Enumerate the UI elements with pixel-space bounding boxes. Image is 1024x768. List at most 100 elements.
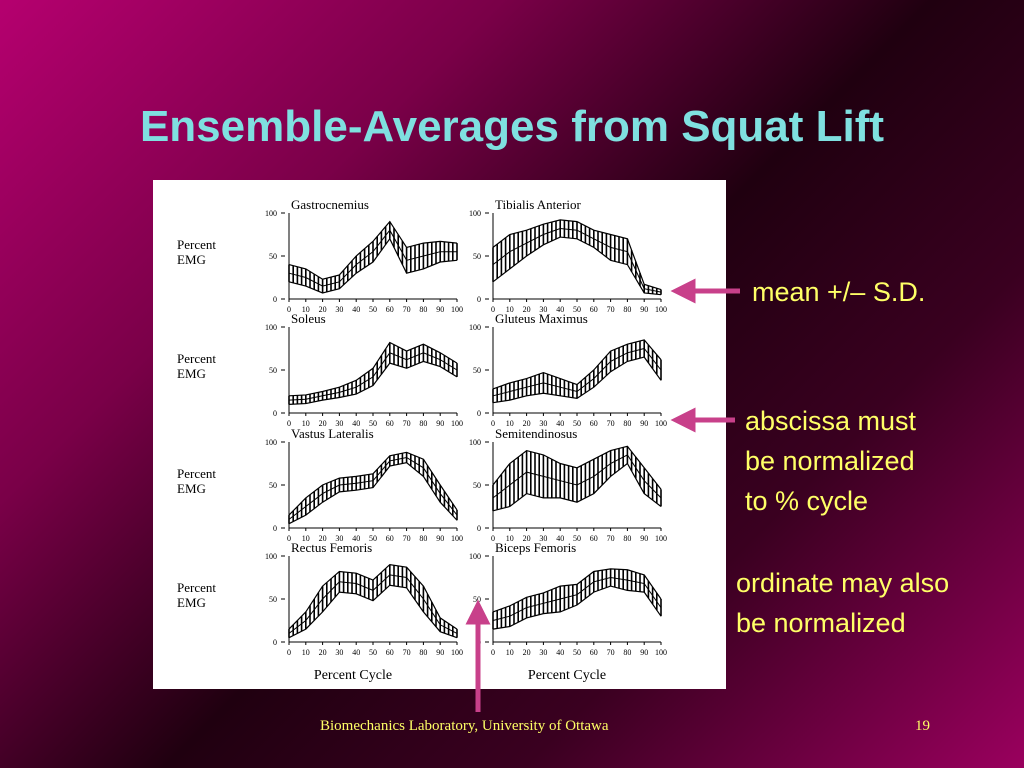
x-tick-label: 50	[369, 419, 377, 428]
panel-title: Vastus Lateralis	[291, 426, 374, 441]
x-tick-label: 30	[335, 419, 343, 428]
x-tick-label: 20	[523, 534, 531, 543]
y-tick-label: 50	[269, 252, 277, 261]
panel-title: Gluteus Maximus	[495, 311, 588, 326]
lower-sd-line	[492, 236, 662, 296]
mean-line	[288, 352, 458, 401]
x-tick-label: 30	[335, 648, 343, 657]
x-axis-label: Percent Cycle	[528, 668, 606, 683]
note-abscissa-line-1: abscissa must	[745, 406, 917, 436]
y-axis-label: Percent	[177, 237, 216, 252]
x-tick-label: 80	[623, 419, 631, 428]
y-tick-label: 100	[469, 552, 481, 561]
x-tick-label: 0	[287, 534, 291, 543]
upper-sd-line	[492, 445, 662, 490]
x-tick-label: 60	[386, 648, 394, 657]
x-tick-label: 40	[556, 648, 564, 657]
lower-sd-line	[492, 462, 662, 512]
x-tick-label: 90	[640, 305, 648, 314]
x-tick-label: 100	[451, 648, 463, 657]
x-tick-label: 70	[403, 648, 411, 657]
y-tick-label: 100	[265, 552, 277, 561]
x-tick-label: 100	[655, 648, 667, 657]
y-tick-label: 50	[269, 366, 277, 375]
x-tick-label: 70	[403, 534, 411, 543]
note-ordinate: ordinate may also be normalized	[736, 563, 949, 643]
lower-sd-line	[288, 237, 458, 294]
x-tick-label: 60	[590, 534, 598, 543]
upper-sd-line	[492, 339, 662, 390]
y-tick-label: 0	[477, 524, 481, 533]
lower-sd-line	[492, 356, 662, 404]
x-tick-label: 30	[335, 305, 343, 314]
x-tick-label: 0	[287, 648, 291, 657]
x-tick-label: 40	[352, 305, 360, 314]
x-tick-label: 0	[491, 305, 495, 314]
x-tick-label: 90	[436, 648, 444, 657]
x-tick-label: 80	[419, 648, 427, 657]
y-tick-label: 0	[477, 295, 481, 304]
x-tick-label: 20	[319, 419, 327, 428]
x-tick-label: 20	[523, 648, 531, 657]
x-tick-label: 90	[640, 648, 648, 657]
x-tick-label: 20	[523, 305, 531, 314]
y-tick-label: 0	[273, 638, 277, 647]
x-tick-label: 20	[319, 648, 327, 657]
x-tick-label: 10	[302, 648, 310, 657]
y-tick-label: 0	[273, 409, 277, 418]
y-axis-label: Percent	[177, 580, 216, 595]
note-abscissa-line-3: to % cycle	[745, 486, 869, 516]
upper-sd-line	[492, 568, 662, 613]
x-tick-label: 70	[403, 419, 411, 428]
mean-line	[492, 227, 662, 293]
y-axis-label: EMG	[177, 366, 206, 381]
x-tick-label: 60	[590, 305, 598, 314]
panel-title: Tibialis Anterior	[495, 197, 582, 212]
x-tick-label: 100	[451, 534, 463, 543]
x-tick-label: 0	[287, 419, 291, 428]
emg-figure: Gastrocnemius Percent EMG 0 50 100 0 10 20 30 40 50…	[153, 180, 726, 689]
mean-line	[288, 456, 458, 520]
y-tick-label: 50	[473, 366, 481, 375]
x-tick-label: 60	[386, 534, 394, 543]
x-tick-label: 0	[491, 419, 495, 428]
note-abscissa-line-2: be normalized	[745, 446, 915, 476]
y-axis-label: EMG	[177, 481, 206, 496]
x-axis-label: Percent Cycle	[314, 668, 392, 683]
mean-line	[288, 229, 457, 287]
x-tick-label: 90	[436, 419, 444, 428]
x-tick-label: 40	[352, 419, 360, 428]
y-tick-label: 100	[265, 323, 277, 332]
y-tick-label: 100	[265, 438, 277, 447]
x-tick-label: 10	[506, 419, 514, 428]
y-tick-label: 50	[473, 595, 481, 604]
x-tick-label: 70	[607, 305, 615, 314]
x-tick-label: 90	[436, 305, 444, 314]
x-tick-label: 40	[556, 419, 564, 428]
lower-sd-line	[288, 584, 458, 639]
x-tick-label: 70	[403, 305, 411, 314]
x-tick-label: 60	[590, 419, 598, 428]
x-tick-label: 70	[607, 648, 615, 657]
x-tick-label: 30	[539, 534, 547, 543]
footer-text: Biomechanics Laboratory, University of O…	[320, 718, 609, 734]
slide-title: Ensemble-Averages from Squat Lift	[139, 102, 885, 151]
y-tick-label: 100	[469, 323, 481, 332]
x-tick-label: 10	[506, 305, 514, 314]
x-tick-label: 50	[369, 534, 377, 543]
mean-line	[288, 574, 458, 634]
x-tick-label: 50	[573, 648, 581, 657]
x-tick-label: 10	[506, 534, 514, 543]
x-tick-label: 90	[436, 534, 444, 543]
x-tick-label: 50	[573, 419, 581, 428]
y-tick-label: 0	[477, 409, 481, 418]
x-tick-label: 20	[319, 305, 327, 314]
x-tick-label: 50	[369, 648, 377, 657]
panel-title: Rectus Femoris	[291, 540, 372, 555]
upper-sd-line	[288, 451, 458, 516]
note-abscissa: abscissa must be normalized to % cycle	[745, 401, 916, 521]
y-axis-label: EMG	[177, 595, 206, 610]
lower-sd-line	[288, 360, 458, 405]
x-tick-label: 30	[539, 419, 547, 428]
x-tick-label: 20	[523, 419, 531, 428]
